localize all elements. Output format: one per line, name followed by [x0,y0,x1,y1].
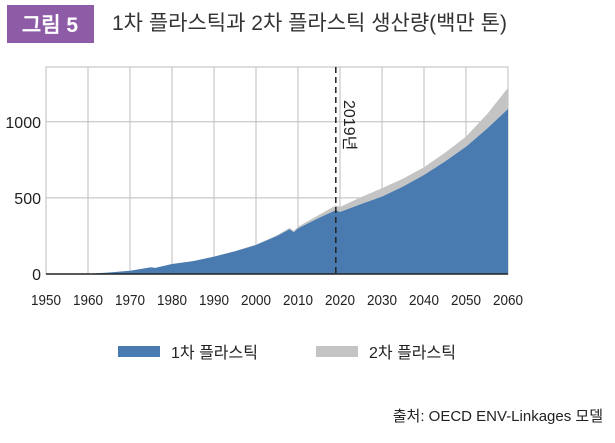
x-tick-label: 1980 [157,293,187,309]
area-series [46,87,508,275]
x-tick-label: 2000 [241,293,271,309]
legend-label-secondary: 2차 플라스틱 [369,344,456,362]
source-note: 출처: OECD ENV-Linkages 모델 [393,408,603,425]
x-tick-label: 2010 [283,293,313,309]
legend-label-primary: 1차 플라스틱 [171,344,258,362]
x-tick-label: 2030 [367,293,397,309]
figure-badge-label: 그림 5 [22,14,78,37]
y-tick-label: 0 [32,267,41,284]
x-tick-label: 1990 [199,293,229,309]
figure-badge [7,5,94,43]
x-tick-label: 2040 [409,293,439,309]
x-tick-label: 2060 [493,293,523,309]
tick-labels: 1950 1960 1970 1980 1990 2000 2010 2020 2030 2040… [5,115,523,309]
x-tick-label: 2020 [325,293,355,309]
legend-swatch-secondary [316,346,358,357]
area-primary-plastic [46,108,508,275]
chart-title: 1차 플라스틱과 2차 플라스틱 생산량(백만 톤) [112,12,507,35]
x-tick-label: 1960 [73,293,103,309]
legend-swatch-primary [118,346,160,357]
x-tick-label: 1950 [31,293,61,309]
x-tick-label: 1970 [115,293,145,309]
y-tick-label: 500 [14,191,41,208]
x-tick-label: 2050 [451,293,481,309]
annotation: 2019년 [335,67,358,274]
y-tick-label: 1000 [5,115,41,132]
annotation-label: 2019년 [340,100,358,150]
